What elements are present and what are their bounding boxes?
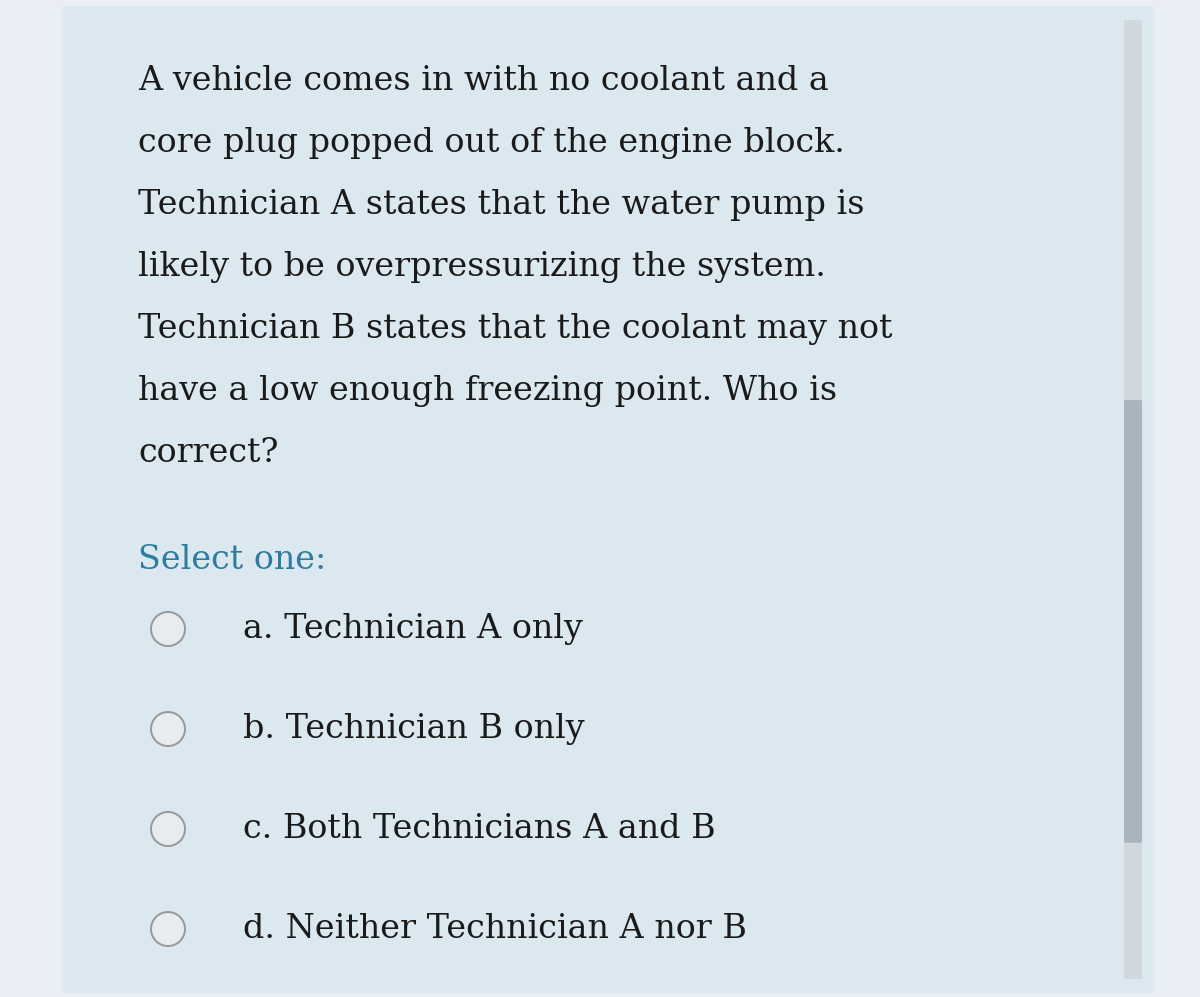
Circle shape xyxy=(150,611,186,647)
Text: A vehicle comes in with no coolant and a: A vehicle comes in with no coolant and a xyxy=(138,65,829,97)
Text: likely to be overpressurizing the system.: likely to be overpressurizing the system… xyxy=(138,251,826,283)
Text: a. Technician A only: a. Technician A only xyxy=(242,613,583,645)
Text: Technician B states that the coolant may not: Technician B states that the coolant may… xyxy=(138,313,893,345)
Text: c. Both Technicians A and B: c. Both Technicians A and B xyxy=(242,813,715,845)
FancyBboxPatch shape xyxy=(1124,20,1142,979)
Text: have a low enough freezing point. Who is: have a low enough freezing point. Who is xyxy=(138,375,838,407)
Circle shape xyxy=(150,811,186,847)
Circle shape xyxy=(152,713,184,745)
FancyBboxPatch shape xyxy=(62,6,1154,993)
Circle shape xyxy=(152,613,184,645)
Circle shape xyxy=(150,911,186,947)
Text: d. Neither Technician A nor B: d. Neither Technician A nor B xyxy=(242,913,746,945)
Text: Select one:: Select one: xyxy=(138,544,326,576)
Circle shape xyxy=(150,711,186,747)
Circle shape xyxy=(152,813,184,845)
Text: core plug popped out of the engine block.: core plug popped out of the engine block… xyxy=(138,127,845,159)
Circle shape xyxy=(152,913,184,945)
Text: b. Technician B only: b. Technician B only xyxy=(242,713,584,745)
Text: Technician A states that the water pump is: Technician A states that the water pump … xyxy=(138,189,864,221)
Text: correct?: correct? xyxy=(138,437,278,469)
FancyBboxPatch shape xyxy=(1124,400,1142,842)
